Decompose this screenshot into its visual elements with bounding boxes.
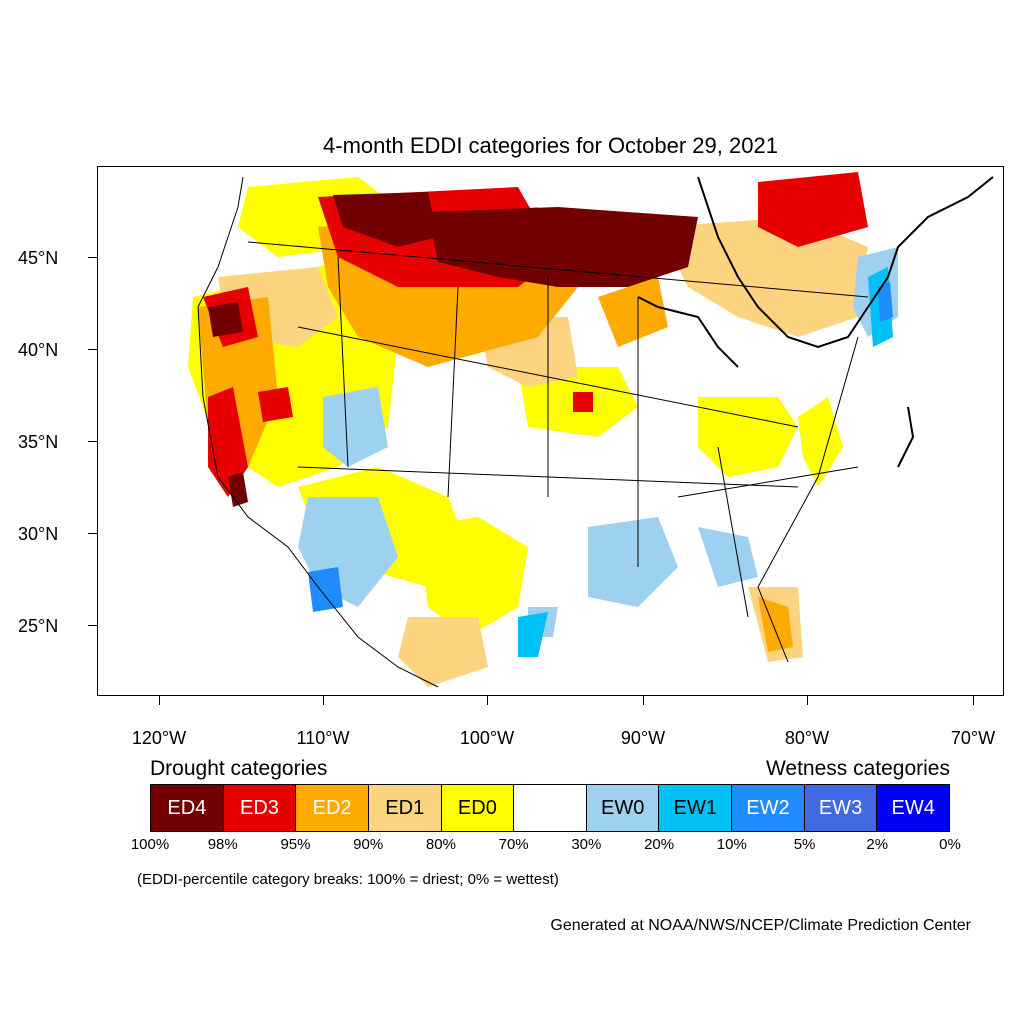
legend-box-ed1: ED1 xyxy=(368,785,442,831)
lon-tick-120 xyxy=(159,696,160,705)
lon-label-80: 80°W xyxy=(784,728,830,748)
legend-box-ed2: ED2 xyxy=(296,785,369,831)
lon-label-100: 100°W xyxy=(459,728,515,748)
legend-color-bar: ED4 ED3 ED2 ED1 ED0 EW0 EW1 EW2 EW3 EW4 xyxy=(150,784,950,832)
legend-percent-label: 80% xyxy=(425,836,456,853)
map-canvas xyxy=(188,172,994,688)
lon-tick-70 xyxy=(973,696,974,705)
legend-percent-label: 98% xyxy=(207,836,238,853)
legend-box-ed4: ED4 xyxy=(151,785,224,831)
lon-tick-110 xyxy=(323,696,324,705)
legend-percent-label: 95% xyxy=(280,836,311,853)
legend-percent-label: 2% xyxy=(866,836,889,853)
legend-box-ew2: EW2 xyxy=(732,785,805,831)
lat-label-45: 45°N xyxy=(18,248,59,268)
lat-tick-25 xyxy=(88,625,97,626)
legend-percent-label: 30% xyxy=(571,836,602,853)
legend-percent-label: 70% xyxy=(498,836,529,853)
drought-heading: Drought categories xyxy=(150,757,328,780)
ew1-regions xyxy=(518,267,893,657)
legend-percent-label: 0% xyxy=(939,836,961,853)
lon-tick-80 xyxy=(807,696,808,705)
legend-box-ew0: EW0 xyxy=(586,785,660,831)
ew2-regions xyxy=(308,282,893,612)
legend-percent-label: 5% xyxy=(793,836,816,853)
lon-tick-100 xyxy=(487,696,488,705)
category-note: (EDDI-percentile category breaks: 100% =… xyxy=(137,871,559,888)
lon-tick-90 xyxy=(643,696,644,705)
legend-box-ew4: EW4 xyxy=(877,785,950,831)
legend-box-neutral xyxy=(514,785,587,831)
legend-box-ed3: ED3 xyxy=(223,785,297,831)
lat-label-30: 30°N xyxy=(18,524,59,544)
state-borders xyxy=(197,176,869,688)
legend-box-ew3: EW3 xyxy=(804,785,878,831)
legend-percent-label: 100% xyxy=(130,836,170,853)
lat-tick-30 xyxy=(88,533,97,534)
coastline xyxy=(637,176,994,468)
credit-text: Generated at NOAA/NWS/NCEP/Climate Predi… xyxy=(550,917,971,934)
legend-box-ed0: ED0 xyxy=(441,785,515,831)
ed4-regions xyxy=(208,192,698,507)
legend-percent-label: 10% xyxy=(716,836,747,853)
lat-tick-45 xyxy=(88,257,97,258)
lat-label-40: 40°N xyxy=(18,340,59,360)
legend-box-ew1: EW1 xyxy=(659,785,733,831)
lon-label-120: 120°W xyxy=(131,728,187,748)
lon-label-90: 90°W xyxy=(620,728,666,748)
lat-tick-35 xyxy=(88,441,97,442)
lon-label-110: 110°W xyxy=(296,728,350,748)
wetness-heading: Wetness categories xyxy=(765,757,950,780)
lat-tick-40 xyxy=(88,349,97,350)
lat-label-25: 25°N xyxy=(18,616,59,636)
map-title: 4-month EDDI categories for October 29, … xyxy=(323,133,778,158)
eddi-map xyxy=(97,166,1004,696)
lon-label-70: 70°W xyxy=(950,728,996,748)
legend-percent-label: 20% xyxy=(644,836,675,853)
legend-percent-label: 90% xyxy=(353,836,384,853)
lat-label-35: 35°N xyxy=(18,432,59,452)
